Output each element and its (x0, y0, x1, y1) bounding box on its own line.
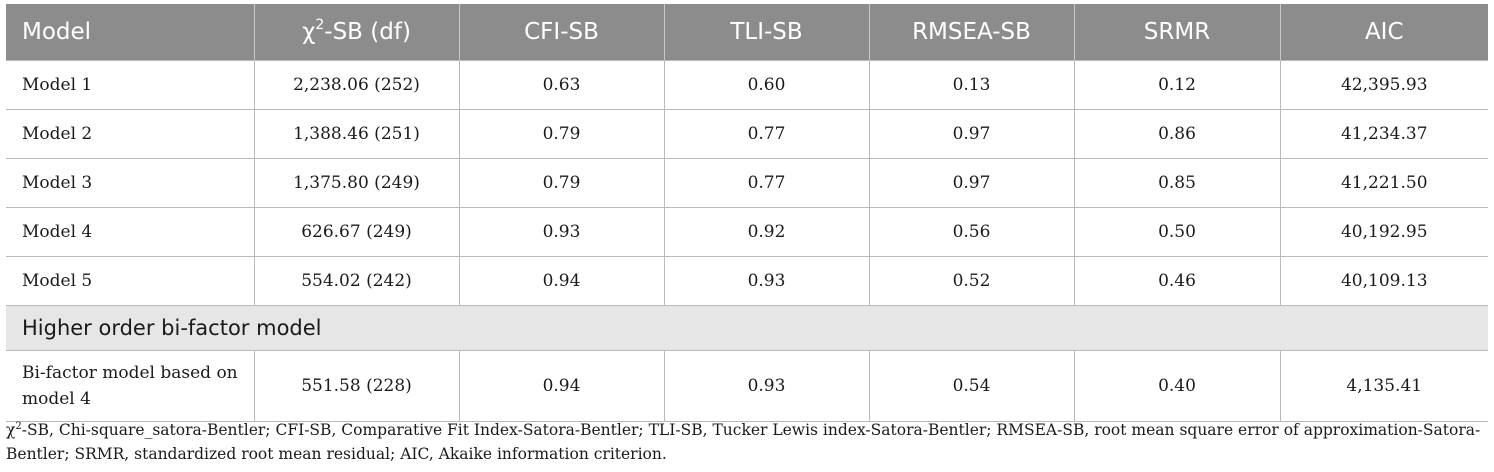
cell-cfi: 0.79 (458, 157, 665, 208)
cell-srmr: 0.86 (1073, 108, 1281, 159)
cell-srmr: 0.50 (1073, 206, 1281, 257)
cell-chi-square: 1,375.80 (249) (253, 157, 460, 208)
header-chi-symbol: χ (302, 18, 316, 45)
cell-cfi: 0.94 (458, 255, 665, 306)
table-row: Model 1 2,238.06 (252) 0.63 0.60 0.13 0.… (6, 59, 1488, 110)
header-chi-square: χ2-SB (df) (253, 4, 460, 60)
cell-aic: 40,109.13 (1279, 255, 1488, 306)
cell-srmr: 0.12 (1073, 59, 1281, 110)
model-fit-table: Model χ2-SB (df) CFI-SB TLI-SB RMSEA-SB … (6, 4, 1488, 422)
cell-model: Bi-factor model based on model 4 (6, 349, 255, 422)
cell-cfi: 0.93 (458, 206, 665, 257)
cell-srmr: 0.40 (1073, 349, 1281, 422)
table-row: Model 2 1,388.46 (251) 0.79 0.77 0.97 0.… (6, 108, 1488, 159)
header-model: Model (6, 4, 255, 60)
cell-cfi: 0.79 (458, 108, 665, 159)
header-cfi: CFI-SB (458, 4, 665, 60)
cell-rmsea: 0.52 (868, 255, 1075, 306)
footnote-chi-symbol: χ (6, 421, 16, 439)
cell-aic: 42,395.93 (1279, 59, 1488, 110)
cell-cfi: 0.94 (458, 349, 665, 422)
cell-tli: 0.92 (663, 206, 870, 257)
cell-rmsea: 0.54 (868, 349, 1075, 422)
cell-chi-square: 551.58 (228) (253, 349, 460, 422)
footnote-chi-superscript: 2 (15, 421, 22, 432)
cell-rmsea: 0.97 (868, 108, 1075, 159)
header-aic: AIC (1279, 4, 1488, 60)
header-rmsea: RMSEA-SB (868, 4, 1075, 60)
cell-rmsea: 0.13 (868, 59, 1075, 110)
cell-tli: 0.60 (663, 59, 870, 110)
cell-rmsea: 0.56 (868, 206, 1075, 257)
cell-model: Model 5 (6, 255, 255, 306)
cell-aic: 40,192.95 (1279, 206, 1488, 257)
cell-model: Model 1 (6, 59, 255, 110)
footnote-line2: Bentler; SRMR, standardized root mean re… (6, 445, 667, 463)
cell-aic: 41,221.50 (1279, 157, 1488, 208)
cell-srmr: 0.85 (1073, 157, 1281, 208)
table-footnote: χ2-SB, Chi-square_satora-Bentler; CFI-SB… (6, 418, 1488, 466)
table-row: Model 5 554.02 (242) 0.94 0.93 0.52 0.46… (6, 255, 1488, 306)
cell-chi-square: 626.67 (249) (253, 206, 460, 257)
table-header-row: Model χ2-SB (df) CFI-SB TLI-SB RMSEA-SB … (6, 4, 1488, 60)
cell-model: Model 4 (6, 206, 255, 257)
cell-chi-square: 1,388.46 (251) (253, 108, 460, 159)
cell-aic: 41,234.37 (1279, 108, 1488, 159)
table-row: Model 3 1,375.80 (249) 0.79 0.77 0.97 0.… (6, 157, 1488, 208)
cell-tli: 0.77 (663, 157, 870, 208)
cell-tli: 0.93 (663, 255, 870, 306)
header-chi-rest: -SB (df) (324, 18, 411, 45)
cell-model-line2: model 4 (22, 388, 91, 409)
cell-tli: 0.77 (663, 108, 870, 159)
header-tli: TLI-SB (663, 4, 870, 60)
section-header-row: Higher order bi-factor model (6, 304, 1488, 351)
cell-rmsea: 0.97 (868, 157, 1075, 208)
header-chi-superscript: 2 (315, 16, 325, 33)
cell-model: Model 3 (6, 157, 255, 208)
cell-cfi: 0.63 (458, 59, 665, 110)
cell-chi-square: 2,238.06 (252) (253, 59, 460, 110)
footnote-line1: -SB, Chi-square_satora-Bentler; CFI-SB, … (21, 421, 1481, 439)
cell-tli: 0.93 (663, 349, 870, 422)
table-row: Model 4 626.67 (249) 0.93 0.92 0.56 0.50… (6, 206, 1488, 257)
cell-chi-square: 554.02 (242) (253, 255, 460, 306)
cell-model-line1: Bi-factor model based on (22, 362, 238, 383)
header-srmr: SRMR (1073, 4, 1281, 60)
table-row: Bi-factor model based on model 4 551.58 (… (6, 349, 1488, 422)
cell-aic: 4,135.41 (1279, 349, 1488, 422)
cell-srmr: 0.46 (1073, 255, 1281, 306)
cell-model: Model 2 (6, 108, 255, 159)
section-label: Higher order bi-factor model (6, 304, 1488, 351)
